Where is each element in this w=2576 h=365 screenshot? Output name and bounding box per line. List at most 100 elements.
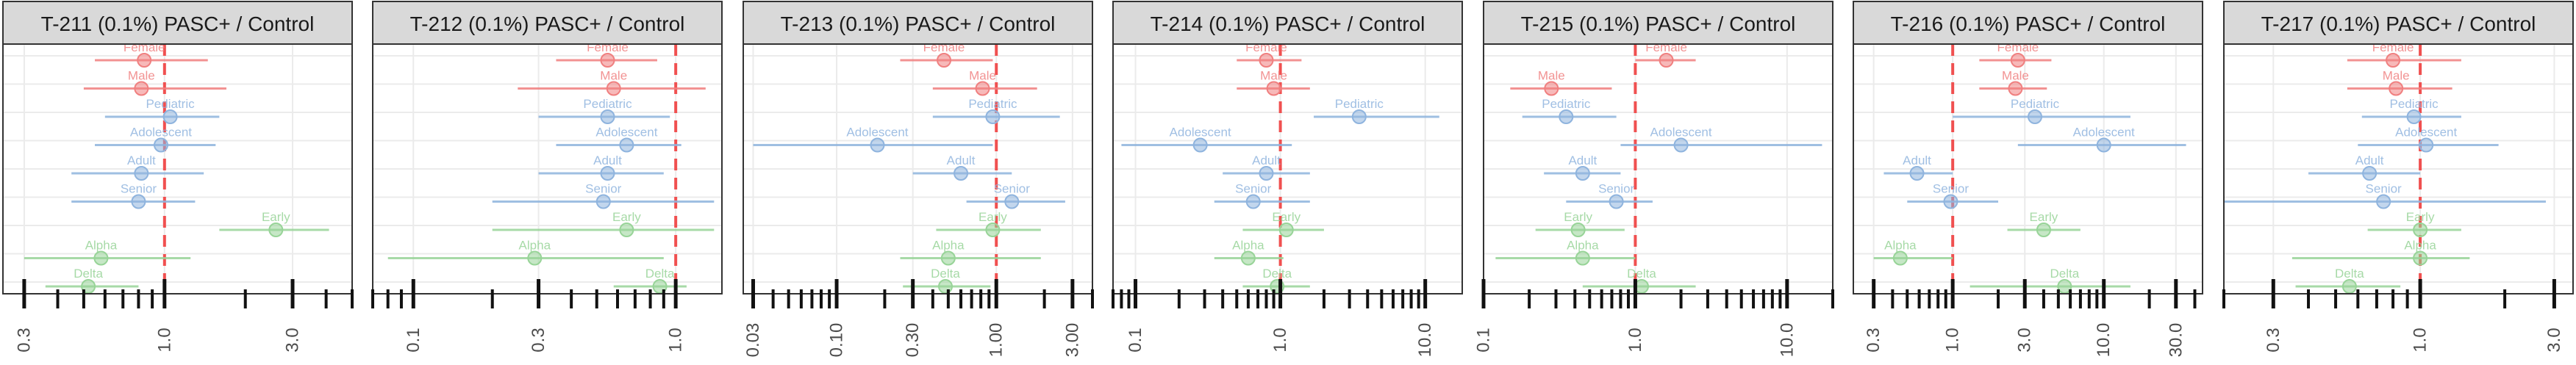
point-label: Adult xyxy=(1252,153,1281,167)
tick-label: 0.3 xyxy=(2264,328,2283,352)
estimate-point xyxy=(1575,166,1590,181)
estimate-point xyxy=(2096,137,2111,153)
tick-label: 30.0 xyxy=(2166,323,2186,358)
tick-label: 1.0 xyxy=(1270,328,1290,352)
estimate-point xyxy=(2413,250,2428,266)
panel-strip xyxy=(372,1,723,45)
point-label: Male xyxy=(1538,69,1565,83)
point-label: Early xyxy=(978,210,1007,224)
estimate-point xyxy=(1673,137,1689,153)
forest-panel-1: FemaleMalePediatricAdolescentAdultSenior… xyxy=(2,1,354,353)
point-label: Delta xyxy=(2050,267,2080,281)
panel-strip xyxy=(1112,1,1463,45)
point-label: Senior xyxy=(1598,182,1634,196)
point-label: Adult xyxy=(127,153,156,167)
estimate-point xyxy=(2036,223,2051,237)
point-label: Adult xyxy=(1903,153,1931,167)
estimate-point xyxy=(2386,53,2401,68)
estimate-point xyxy=(1559,109,1574,124)
point-label: Male xyxy=(1260,69,1287,83)
estimate-point xyxy=(619,137,634,153)
panel-title: T-217 (0.1%) PASC+ / Control xyxy=(2261,12,2536,35)
estimate-point xyxy=(1278,223,1294,237)
estimate-point xyxy=(1943,194,1958,209)
point-label: Delta xyxy=(2335,267,2364,281)
point-label: Pediatric xyxy=(2011,97,2060,111)
tick-label: 10.0 xyxy=(1415,323,1435,358)
point-label: Pediatric xyxy=(146,97,195,111)
tick-label: 1.0 xyxy=(154,328,174,352)
panel-title: T-214 (0.1%) PASC+ / Control xyxy=(1151,12,1425,35)
panel-title: T-215 (0.1%) PASC+ / Control xyxy=(1521,12,1796,35)
estimate-point xyxy=(1004,194,1020,209)
estimate-point xyxy=(93,250,109,266)
estimate-point xyxy=(134,81,149,96)
point-label: Delta xyxy=(645,267,675,281)
point-label: Pediatric xyxy=(2390,97,2439,111)
estimate-point xyxy=(2028,109,2043,124)
forest-panel-3: FemaleMalePediatricAdolescentAdultSenior… xyxy=(743,1,1094,358)
estimate-point xyxy=(2362,166,2378,181)
point-label: Adult xyxy=(1568,153,1597,167)
tick-label: 0.3 xyxy=(1864,328,1883,352)
estimate-point xyxy=(2419,137,2434,153)
point-label: Alpha xyxy=(519,239,551,253)
point-label: Alpha xyxy=(932,239,965,253)
point-label: Senior xyxy=(585,182,621,196)
tick-label: 1.0 xyxy=(1625,328,1645,352)
panel-title: T-213 (0.1%) PASC+ / Control xyxy=(781,12,1056,35)
point-label: Alpha xyxy=(1232,239,1264,253)
point-label: Delta xyxy=(74,267,103,281)
point-label: Adolescent xyxy=(595,126,657,140)
panel-title: T-212 (0.1%) PASC+ / Control xyxy=(410,12,685,35)
point-label: Pediatric xyxy=(1335,97,1384,111)
estimate-point xyxy=(153,137,168,153)
tick-label: 0.3 xyxy=(14,328,34,352)
point-label: Alpha xyxy=(1884,239,1917,253)
estimate-point xyxy=(606,81,621,96)
point-label: Male xyxy=(969,69,996,83)
tick-label: 3.0 xyxy=(283,328,303,352)
point-label: Pediatric xyxy=(968,97,1017,111)
estimate-point xyxy=(137,53,152,68)
estimate-point xyxy=(975,81,990,96)
point-label: Delta xyxy=(1262,267,1292,281)
estimate-point xyxy=(1892,250,1908,266)
point-label: Male xyxy=(128,69,155,83)
estimate-point xyxy=(1259,166,1274,181)
estimate-point xyxy=(937,53,952,68)
estimate-point xyxy=(600,53,615,68)
estimate-point xyxy=(2413,223,2428,237)
point-label: Early xyxy=(1272,210,1300,224)
estimate-point xyxy=(870,137,885,153)
forest-panel-6: FemaleMalePediatricAdolescentAdultSenior… xyxy=(1853,1,2203,357)
tick-label: 1.0 xyxy=(2411,328,2430,352)
estimate-point xyxy=(595,194,611,209)
point-label: Early xyxy=(2406,210,2435,224)
estimate-point xyxy=(1240,250,1256,266)
point-label: Male xyxy=(2002,69,2029,83)
estimate-point xyxy=(1259,53,1274,68)
forest-panel-2: FemaleMalePediatricAdolescentAdultSenior… xyxy=(371,1,723,353)
estimate-point xyxy=(940,250,956,266)
estimate-point xyxy=(600,166,615,181)
point-label: Early xyxy=(1564,210,1592,224)
forest-panel-7: FemaleMalePediatricAdolescentAdultSenior… xyxy=(2222,1,2574,353)
estimate-point xyxy=(985,223,1001,237)
estimate-point xyxy=(1570,223,1586,237)
tick-label: 3.0 xyxy=(2015,328,2035,352)
estimate-point xyxy=(1575,250,1590,266)
point-label: Delta xyxy=(931,267,960,281)
tick-label: 0.03 xyxy=(743,323,763,358)
panel-strip xyxy=(1853,1,2203,45)
point-label: Adult xyxy=(947,153,976,167)
tick-label: 3.0 xyxy=(2544,328,2564,352)
tick-label: 1.0 xyxy=(666,328,686,352)
estimate-point xyxy=(162,109,178,124)
point-label: Early xyxy=(262,210,290,224)
point-label: Early xyxy=(2030,210,2058,224)
estimate-point xyxy=(134,166,149,181)
estimate-point xyxy=(1909,166,1925,181)
point-label: Adolescent xyxy=(2395,126,2457,140)
estimate-point xyxy=(1544,81,1559,96)
